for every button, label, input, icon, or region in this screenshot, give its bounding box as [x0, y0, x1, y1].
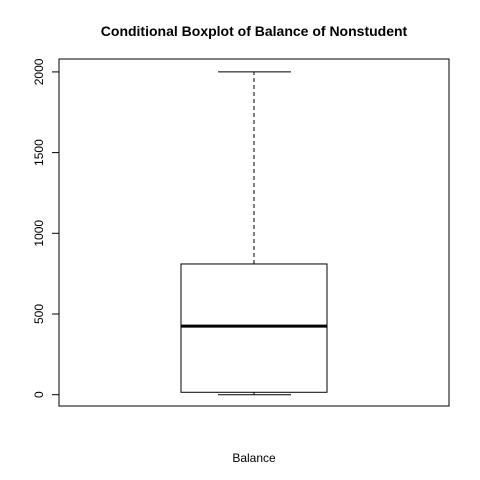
y-axis: 0 500 1000 1500 2000: [32, 58, 60, 398]
interquartile-box: [180, 263, 328, 393]
x-axis-label: Balance: [232, 451, 276, 465]
chart-title: Conditional Boxplot of Balance of Nonstu…: [101, 23, 408, 39]
y-tick-label: 0: [32, 391, 46, 398]
y-tick-label: 1500: [32, 139, 46, 166]
y-tick-label: 2000: [32, 58, 46, 85]
y-tick-label: 500: [32, 304, 46, 324]
boxplot: [180, 71, 328, 396]
y-tick-label: 1000: [32, 220, 46, 247]
